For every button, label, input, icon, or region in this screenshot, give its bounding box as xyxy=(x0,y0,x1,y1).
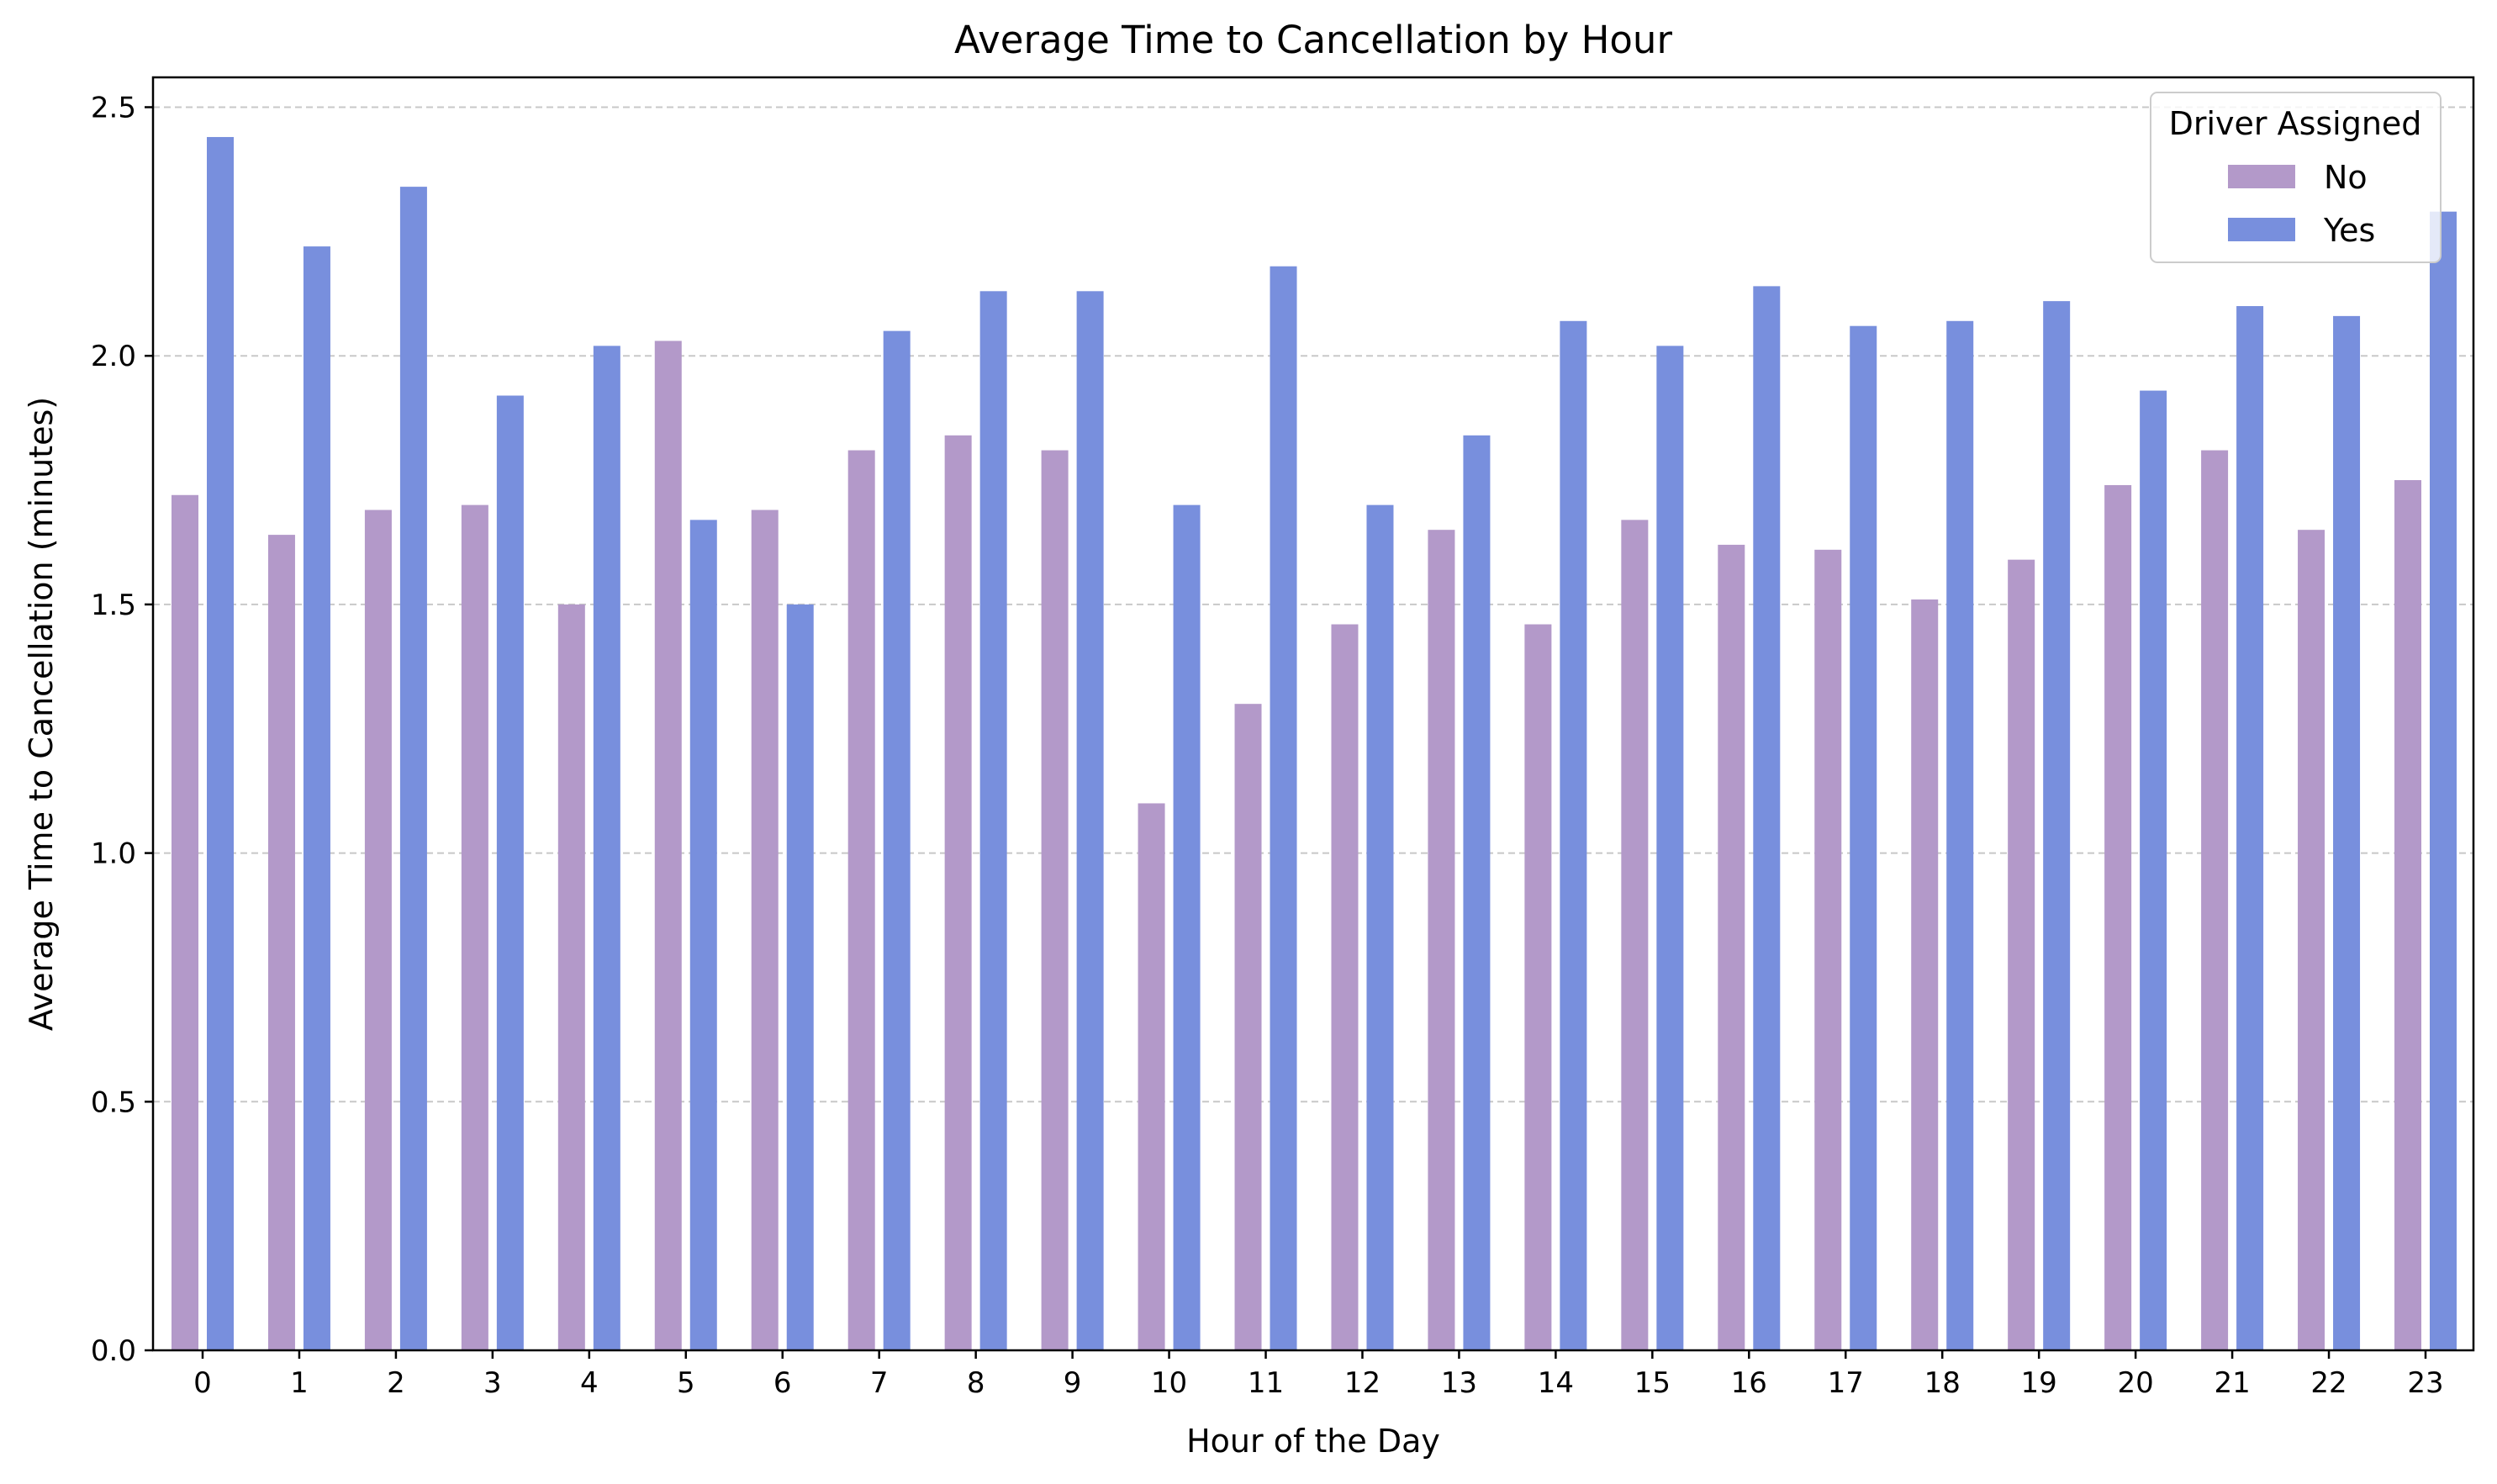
legend-label-no: No xyxy=(2324,159,2368,196)
legend-swatch-yes xyxy=(2228,218,2295,241)
bar-yes-hour-11 xyxy=(1270,266,1297,1350)
legend-title: Driver Assigned xyxy=(2169,105,2422,142)
bar-yes-hour-23 xyxy=(2430,211,2457,1350)
y-tick-label: 0.5 xyxy=(91,1085,136,1119)
bar-yes-hour-0 xyxy=(207,136,234,1350)
x-axis-label: Hour of the Day xyxy=(1186,1423,1440,1460)
x-tick-label: 14 xyxy=(1538,1366,1574,1400)
y-axis: 0.0 0.5 1.0 1.5 2.0 2.5 xyxy=(91,91,153,1368)
bar-yes-hour-10 xyxy=(1173,504,1201,1350)
x-tick-label: 21 xyxy=(2214,1366,2250,1400)
x-tick-label: 2 xyxy=(387,1366,405,1400)
bar-no-hour-2 xyxy=(364,510,392,1350)
y-tick-label: 0.0 xyxy=(91,1334,136,1368)
x-tick-label: 16 xyxy=(1731,1366,1767,1400)
bar-yes-hour-7 xyxy=(883,330,911,1350)
bar-no-hour-4 xyxy=(557,604,585,1350)
y-tick-label: 2.0 xyxy=(91,340,136,373)
bar-yes-hour-3 xyxy=(496,395,524,1350)
bar-yes-hour-4 xyxy=(593,346,620,1350)
x-tick-label: 6 xyxy=(773,1366,792,1400)
bar-no-hour-11 xyxy=(1234,704,1262,1350)
bar-no-hour-10 xyxy=(1138,803,1165,1350)
legend-label-yes: Yes xyxy=(2323,212,2375,249)
bar-no-hour-3 xyxy=(461,504,488,1350)
y-tick-label: 1.0 xyxy=(91,837,136,871)
bar-yes-hour-17 xyxy=(1850,325,1877,1350)
x-tick-label: 23 xyxy=(2407,1366,2443,1400)
bar-no-hour-12 xyxy=(1331,624,1359,1350)
x-tick-label: 17 xyxy=(1828,1366,1864,1400)
bar-yes-hour-19 xyxy=(2043,301,2071,1350)
x-axis: 0 1 2 3 4 5 6 7 8 9 10 11 12 13 14 15 16 17 18 19 20 21 22 23 xyxy=(193,1350,2444,1400)
bar-no-hour-15 xyxy=(1621,520,1649,1350)
bar-no-hour-19 xyxy=(2008,559,2035,1350)
x-tick-label: 15 xyxy=(1634,1366,1671,1400)
legend-swatch-no xyxy=(2228,165,2295,188)
x-tick-label: 8 xyxy=(967,1366,985,1400)
bar-yes-hour-12 xyxy=(1366,504,1394,1350)
x-tick-label: 10 xyxy=(1151,1366,1187,1400)
bar-no-hour-17 xyxy=(1814,549,1842,1350)
bar-yes-hour-18 xyxy=(1946,320,1974,1350)
bar-no-hour-22 xyxy=(2298,530,2325,1350)
x-tick-label: 11 xyxy=(1248,1366,1284,1400)
x-tick-label: 18 xyxy=(1924,1366,1961,1400)
bar-no-hour-20 xyxy=(2104,484,2132,1350)
bar-no-hour-16 xyxy=(1718,544,1745,1350)
x-tick-label: 19 xyxy=(2021,1366,2057,1400)
x-tick-label: 3 xyxy=(483,1366,502,1400)
bar-no-hour-13 xyxy=(1428,530,1455,1350)
x-tick-label: 22 xyxy=(2310,1366,2347,1400)
bar-yes-hour-15 xyxy=(1656,346,1684,1350)
x-tick-label: 12 xyxy=(1344,1366,1380,1400)
y-axis-label: Average Time to Cancellation (minutes) xyxy=(23,397,60,1031)
bar-no-hour-1 xyxy=(267,535,295,1350)
bar-no-hour-0 xyxy=(172,494,198,1350)
bar-no-hour-7 xyxy=(847,450,875,1350)
x-tick-label: 5 xyxy=(677,1366,695,1400)
bar-yes-hour-14 xyxy=(1560,320,1587,1350)
x-tick-label: 9 xyxy=(1064,1366,1082,1400)
bar-no-hour-21 xyxy=(2201,450,2229,1350)
legend: Driver Assigned No Yes xyxy=(2150,92,2442,263)
bar-no-hour-14 xyxy=(1524,624,1552,1350)
x-tick-label: 20 xyxy=(2117,1366,2153,1400)
bar-no-hour-8 xyxy=(944,435,972,1350)
legend-frame xyxy=(2150,92,2442,263)
bar-yes-hour-8 xyxy=(979,291,1007,1350)
bars xyxy=(172,136,2457,1350)
bar-no-hour-6 xyxy=(751,510,779,1350)
bar-no-hour-5 xyxy=(654,341,682,1350)
x-tick-label: 4 xyxy=(580,1366,599,1400)
x-tick-label: 13 xyxy=(1441,1366,1477,1400)
bar-yes-hour-21 xyxy=(2236,306,2264,1350)
bar-yes-hour-2 xyxy=(399,187,427,1350)
y-tick-label: 2.5 xyxy=(91,91,136,124)
bar-yes-hour-5 xyxy=(689,520,717,1350)
bar-yes-hour-22 xyxy=(2333,315,2361,1350)
y-tick-label: 1.5 xyxy=(91,589,136,622)
x-tick-label: 0 xyxy=(193,1366,212,1400)
x-tick-label: 7 xyxy=(870,1366,889,1400)
x-tick-label: 1 xyxy=(290,1366,309,1400)
bar-yes-hour-9 xyxy=(1076,291,1104,1350)
bar-yes-hour-13 xyxy=(1463,435,1491,1350)
bar-yes-hour-20 xyxy=(2140,390,2167,1350)
bar-no-hour-18 xyxy=(1911,599,1939,1350)
bar-yes-hour-16 xyxy=(1753,286,1781,1350)
bar-yes-hour-6 xyxy=(786,604,814,1350)
chart-title: Average Time to Cancellation by Hour xyxy=(954,18,1672,62)
bar-yes-hour-1 xyxy=(303,246,330,1350)
bar-no-hour-9 xyxy=(1041,450,1069,1350)
bar-no-hour-23 xyxy=(2394,480,2421,1350)
plot-frame xyxy=(151,76,2475,1352)
